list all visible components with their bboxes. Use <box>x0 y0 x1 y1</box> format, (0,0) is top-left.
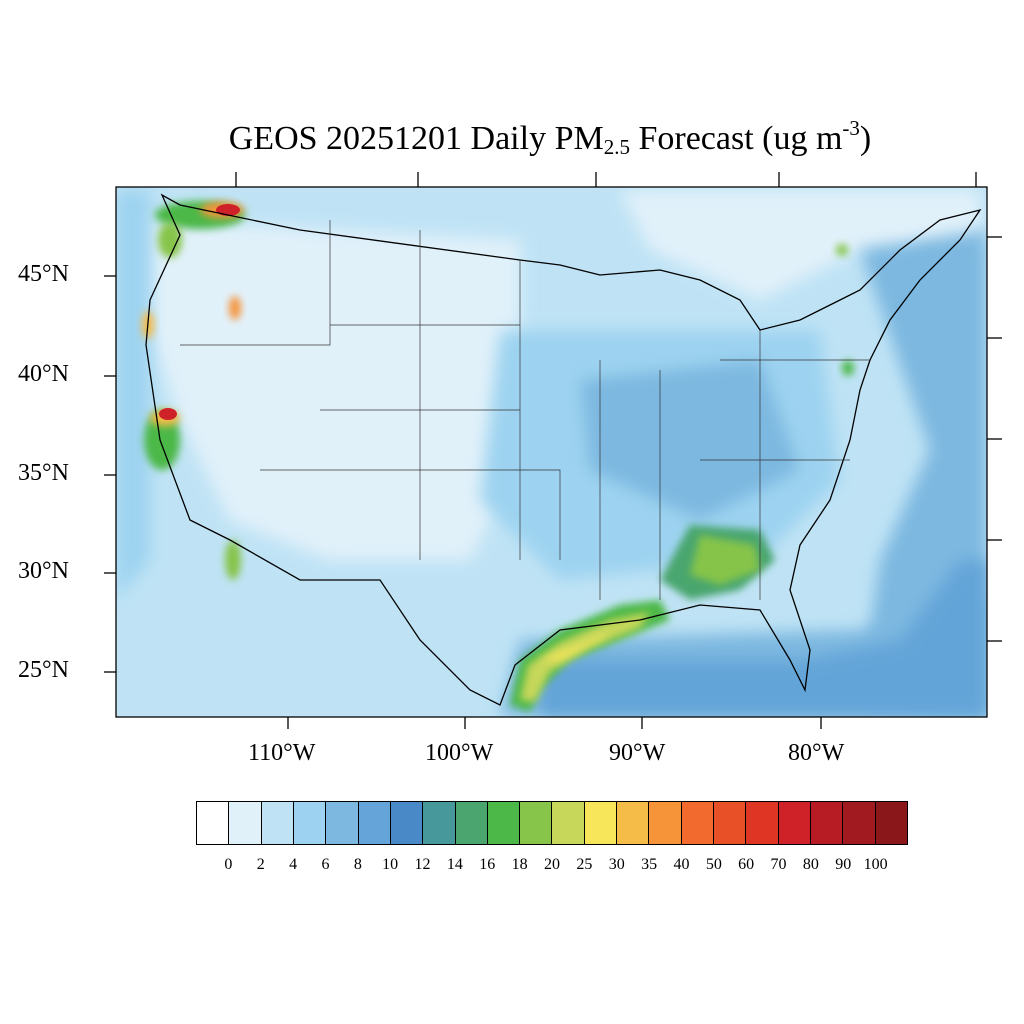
lat-label-35n: 35°N <box>18 460 69 486</box>
lat-label-25n: 25°N <box>18 657 69 683</box>
colorbar-box <box>261 802 294 844</box>
colorbar-box <box>617 802 650 844</box>
colorbar-box <box>584 802 618 844</box>
colorbar-label: 40 <box>673 856 690 873</box>
concentration-field <box>116 187 987 717</box>
colorbar-box <box>875 802 907 844</box>
lon-label-100w: 100°W <box>425 740 494 766</box>
colorbar-label: 4 <box>289 856 298 873</box>
colorbar-box <box>681 802 714 844</box>
colorbar-box <box>746 802 779 844</box>
coastline <box>145 193 982 706</box>
colorbar-box <box>520 802 553 844</box>
colorbar-label: 25 <box>576 856 593 873</box>
lon-label-80w: 80°W <box>788 740 845 766</box>
lon-label-110w: 110°W <box>248 740 316 766</box>
colorbar-box <box>649 802 682 844</box>
colorbar-box <box>487 802 521 844</box>
colorbar-box <box>810 802 844 844</box>
colorbar-box <box>229 802 262 844</box>
colorbar-box <box>358 802 391 844</box>
colorbar-label: 35 <box>641 856 658 873</box>
colorbar <box>196 801 908 845</box>
state-boundaries <box>180 220 870 600</box>
map-title: GEOS 20251201 Daily PM2.5 Forecast (ug m… <box>228 116 872 159</box>
lat-label-40n: 40°N <box>18 361 69 387</box>
colorbar-label: 12 <box>414 856 431 873</box>
colorbar-label: 0 <box>224 856 233 873</box>
colorbar-label: 20 <box>544 856 560 873</box>
colorbar-labels: 0 2 4 6 8 10 12 14 16 18 20 25 30 35 40 50 60 70 80 90 100 <box>196 856 908 876</box>
axis-ticks <box>104 172 1002 729</box>
colorbar-label: 8 <box>353 856 362 873</box>
colorbar-box <box>843 802 876 844</box>
colorbar-label: 18 <box>511 856 528 873</box>
colorbar-label: 2 <box>256 856 265 873</box>
colorbar-label: 16 <box>479 856 496 873</box>
colorbar-box <box>293 802 327 844</box>
lat-label-45n: 45°N <box>18 261 69 287</box>
colorbar-label: 6 <box>321 856 330 873</box>
colorbar-label: 100 <box>863 856 888 873</box>
colorbar-label: 60 <box>738 856 755 873</box>
colorbar-label: 90 <box>835 856 852 873</box>
colorbar-box <box>423 802 456 844</box>
colorbar-box <box>197 802 230 844</box>
map-border <box>115 186 988 718</box>
lon-label-90w: 90°W <box>609 740 666 766</box>
colorbar-label: 70 <box>770 856 787 873</box>
colorbar-box <box>714 802 747 844</box>
colorbar-box <box>552 802 585 844</box>
colorbar-label: 80 <box>802 856 819 873</box>
colorbar-box <box>455 802 488 844</box>
colorbar-label: 10 <box>382 856 399 873</box>
colorbar-label: 50 <box>705 856 722 873</box>
lat-label-30n: 30°N <box>18 558 69 584</box>
colorbar-box <box>326 802 359 844</box>
colorbar-box <box>390 802 424 844</box>
colorbar-label: 14 <box>446 856 463 873</box>
colorbar-label: 30 <box>608 856 625 873</box>
colorbar-box <box>778 802 811 844</box>
